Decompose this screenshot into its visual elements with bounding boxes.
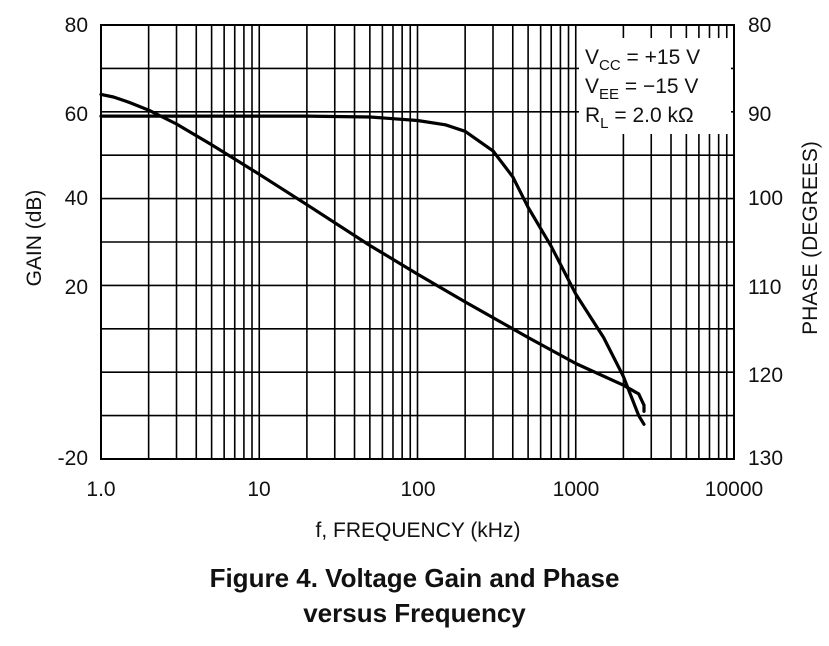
y-right-ticks: 80 90 100 110 120 130 — [748, 14, 783, 470]
x-tick-label: 10000 — [705, 478, 763, 501]
y-left-tick-label: 40 — [65, 187, 88, 210]
y-left-tick-label: 80 — [65, 14, 88, 37]
y-left-axis-title: GAIN (dB) — [23, 190, 46, 287]
grid — [100, 24, 735, 460]
y-left-tick-label: 60 — [65, 103, 88, 126]
plot-frame — [100, 24, 735, 460]
x-tick-label: 1000 — [553, 478, 600, 501]
y-right-tick-label: 80 — [748, 14, 771, 37]
y-right-tick-label: 100 — [748, 187, 783, 210]
legend-box — [579, 38, 731, 134]
legend: VCC = +15 V VEE = −15 V RL = 2.0 kΩ — [579, 38, 731, 134]
y-right-tick-label: 110 — [748, 276, 781, 299]
figure-caption-line-2: versus Frequency — [303, 598, 526, 628]
legend-vcc: VCC = +15 V — [585, 46, 700, 74]
x-ticks: 1.0 10 100 1000 10000 — [86, 478, 763, 501]
gain-curve — [99, 114, 646, 426]
y-right-tick-label: 90 — [748, 103, 771, 126]
y-left-ticks: 80 60 40 20 -20 — [58, 14, 88, 470]
y-right-tick-label: 130 — [748, 447, 783, 470]
legend-vee: VEE = −15 V — [585, 75, 698, 103]
y-right-tick-label: 120 — [748, 364, 783, 387]
y-left-tick-label: -20 — [58, 447, 88, 470]
y-left-tick-label: 20 — [65, 276, 88, 299]
y-right-axis-title: PHASE (DEGREES) — [799, 141, 822, 335]
x-tick-label: 1.0 — [86, 478, 115, 501]
x-axis-title: f, FREQUENCY (kHz) — [316, 519, 521, 542]
figure-caption-line-1: Figure 4. Voltage Gain and Phase — [209, 563, 620, 593]
phase-curve — [99, 92, 646, 413]
chart: 80 60 40 20 -20 80 90 100 110 120 130 1.… — [23, 14, 822, 542]
x-tick-label: 100 — [400, 478, 435, 501]
series-layer — [99, 92, 646, 426]
legend-rl: RL = 2.0 kΩ — [585, 104, 694, 132]
x-tick-label: 10 — [247, 478, 270, 501]
